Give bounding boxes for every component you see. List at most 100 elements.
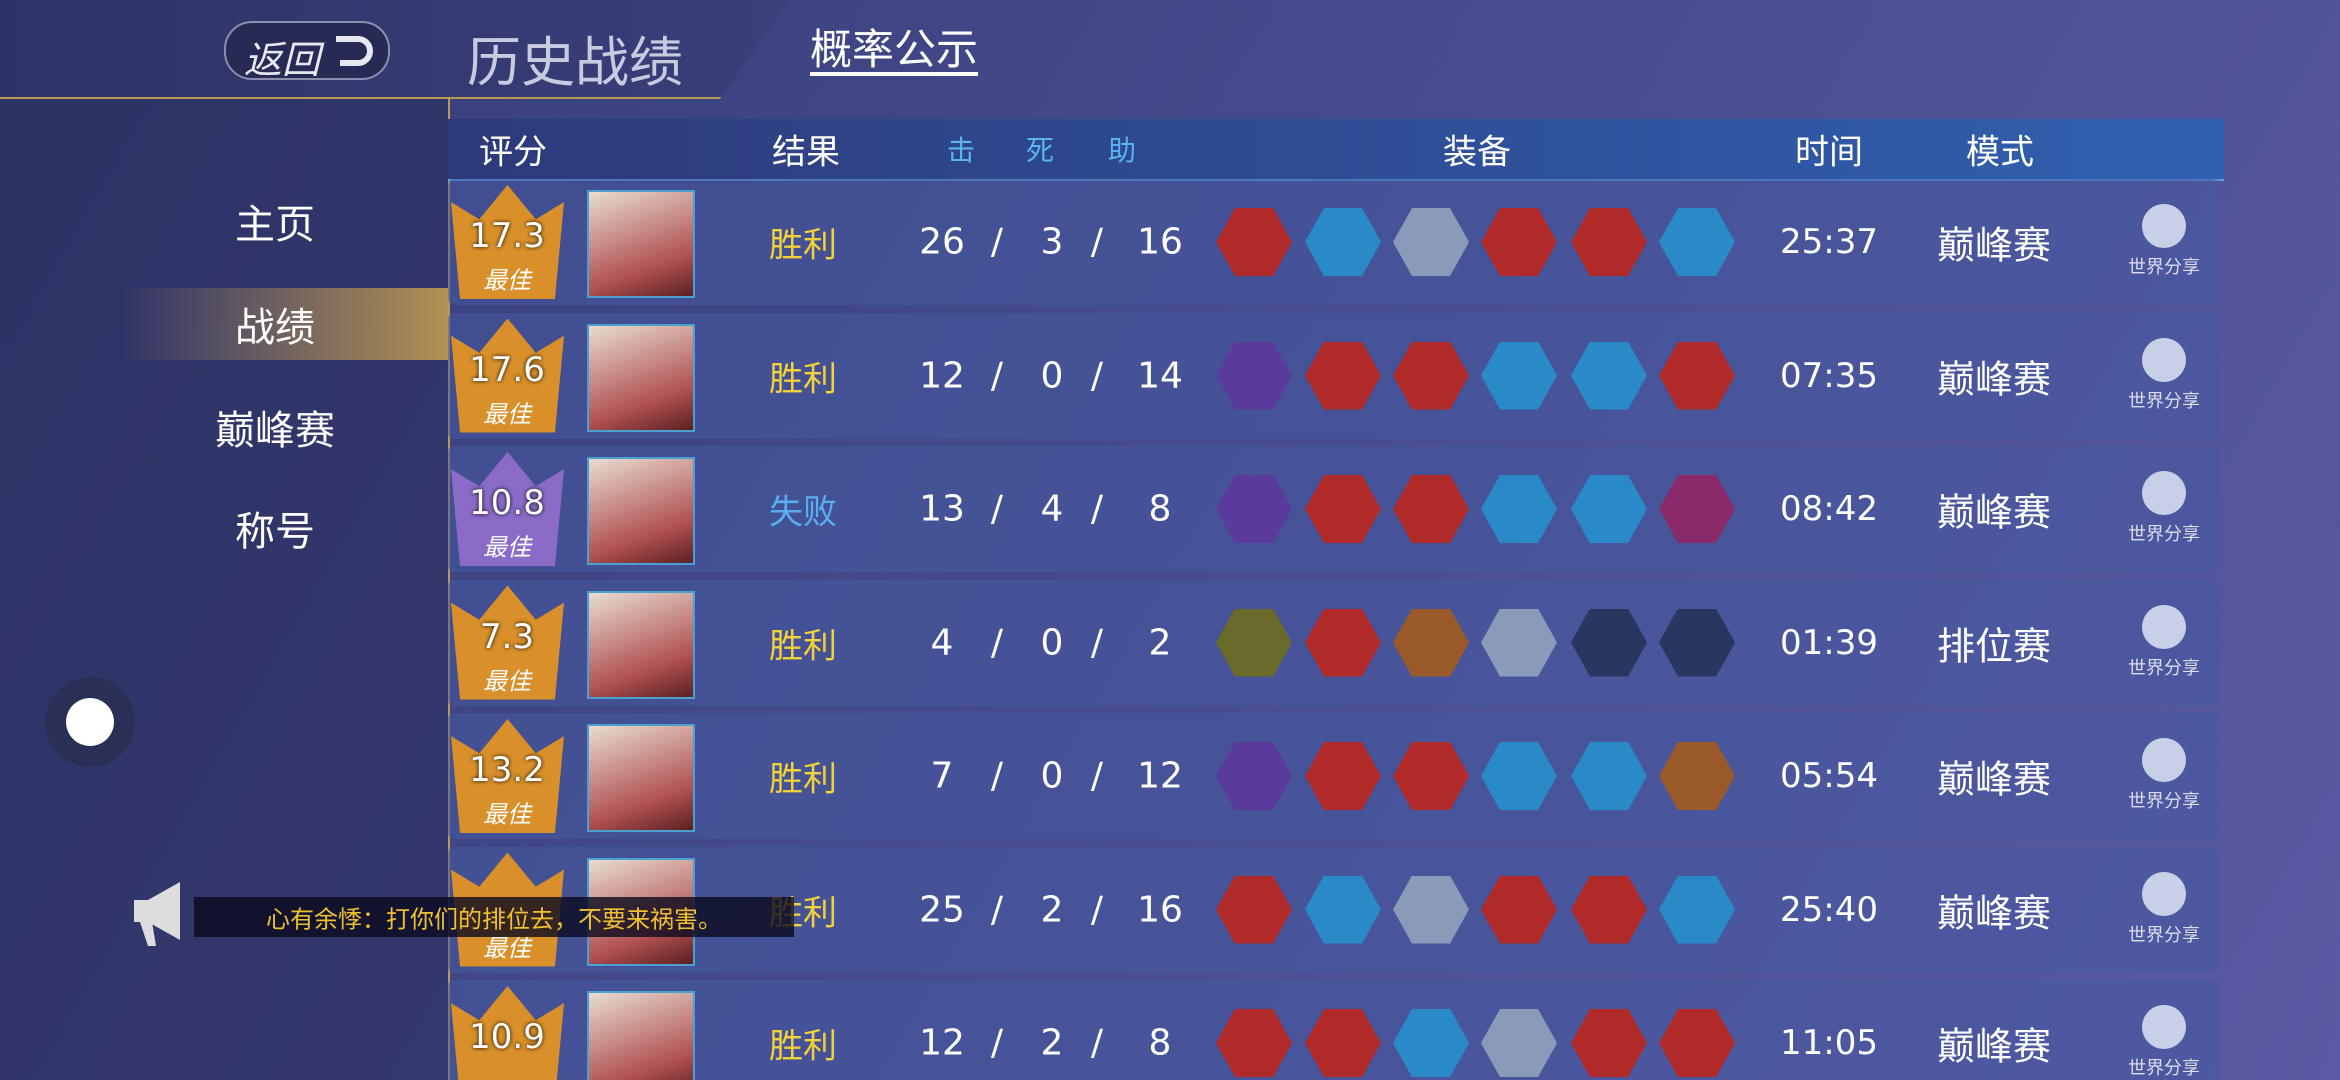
nav-item[interactable]: 主页 [235, 202, 315, 248]
result: 胜利 [769, 1026, 837, 1067]
mode: 巅峰赛 [1936, 757, 2052, 802]
kills: 12 [919, 355, 965, 396]
result: 胜利 [769, 225, 837, 266]
nav-item[interactable]: 称号 [235, 509, 315, 555]
share-icon [2142, 871, 2186, 916]
deaths: 0 [1040, 755, 1064, 797]
hero-portrait [587, 323, 695, 432]
kda-separator: / [1090, 355, 1104, 396]
hero-portrait [587, 190, 695, 298]
kda-separator: / [1090, 755, 1104, 797]
score: 7.3 [479, 616, 535, 657]
joystick-knob [66, 698, 114, 746]
score: 17.3 [469, 216, 545, 256]
best-tag: 最佳 [483, 667, 531, 695]
assists: 8 [1148, 488, 1172, 530]
kda-separator: / [1090, 488, 1104, 530]
time: 05:54 [1780, 756, 1878, 796]
tab-probability[interactable]: 概率公示 [810, 25, 979, 74]
time: 11:05 [1780, 1023, 1878, 1063]
nav-item[interactable]: 巅峰赛 [215, 408, 335, 454]
chat-banner: 心有余悸：打你们的排位去，不要来祸害。 [194, 897, 794, 937]
time: 25:37 [1780, 222, 1878, 262]
kda-separator: / [990, 488, 1004, 530]
share-label: 世界分享 [2128, 791, 2200, 812]
hero-portrait [587, 590, 695, 699]
assists: 8 [1148, 1022, 1172, 1064]
assists: 16 [1137, 889, 1183, 930]
back-button[interactable]: 返回 [224, 21, 390, 82]
kills: 26 [919, 221, 965, 263]
kda-separator: / [990, 755, 1004, 797]
score: 13.2 [469, 750, 545, 790]
deaths: 0 [1040, 355, 1064, 396]
share-button[interactable]: 世界分享 [2124, 334, 2204, 418]
best-tag: 最佳 [483, 400, 531, 428]
share-icon [2142, 471, 2186, 515]
table-header [448, 119, 2224, 181]
share-label: 世界分享 [2128, 657, 2200, 679]
megaphone-icon [134, 882, 180, 946]
mode: 巅峰赛 [1936, 1024, 2052, 1069]
kda-separator: / [990, 889, 1004, 930]
column-header: 结果 [772, 132, 840, 173]
kda-separator: / [1090, 889, 1104, 930]
share-button[interactable]: 世界分享 [2124, 467, 2204, 551]
share-label: 世界分享 [2128, 390, 2200, 412]
kda-separator: / [990, 622, 1004, 663]
assists: 14 [1137, 355, 1183, 396]
share-button[interactable]: 世界分享 [2124, 1001, 2204, 1080]
score: 10.9 [469, 1017, 545, 1057]
share-icon [2142, 204, 2186, 248]
share-label: 世界分享 [2128, 1058, 2200, 1079]
joystick[interactable] [45, 677, 135, 767]
share-label: 世界分享 [2128, 924, 2200, 946]
best-tag: 最佳 [483, 934, 531, 962]
kda-separator: / [1090, 221, 1104, 263]
share-icon [2142, 1005, 2186, 1049]
kda-separator: / [1090, 1022, 1104, 1064]
best-tag: 最佳 [483, 266, 531, 295]
deaths: 3 [1040, 221, 1064, 263]
kills: 4 [930, 622, 954, 663]
deaths: 0 [1040, 622, 1064, 663]
assists: 12 [1137, 755, 1183, 797]
kda-separator: / [990, 221, 1004, 263]
kda-separator: / [990, 355, 1004, 396]
share-icon [2142, 604, 2186, 649]
share-button[interactable]: 世界分享 [2124, 200, 2204, 284]
deaths: 2 [1040, 1022, 1064, 1064]
assists: 2 [1148, 622, 1172, 663]
nav-item[interactable]: 战绩 [235, 305, 315, 351]
share-button[interactable]: 世界分享 [2124, 734, 2204, 818]
mode: 巅峰赛 [1936, 223, 2052, 268]
column-header: 模式 [1966, 132, 2034, 173]
share-label: 世界分享 [2128, 257, 2200, 278]
mode: 巅峰赛 [1936, 891, 2052, 935]
kda-separator: / [1090, 622, 1104, 663]
time: 01:39 [1780, 622, 1878, 663]
kills: 13 [919, 488, 965, 530]
share-button[interactable]: 世界分享 [2124, 601, 2204, 685]
nav-active-band [120, 288, 448, 360]
result: 胜利 [769, 359, 837, 399]
kills: 12 [919, 1022, 965, 1064]
kda-separator: / [990, 1022, 1004, 1064]
time: 25:40 [1780, 889, 1878, 930]
assists: 16 [1137, 221, 1183, 263]
hero-portrait [587, 724, 695, 832]
score: 17.6 [469, 349, 545, 390]
column-header: 死 [1025, 134, 1055, 167]
time: 07:35 [1780, 355, 1878, 396]
mode: 巅峰赛 [1936, 357, 2052, 401]
deaths: 2 [1040, 889, 1064, 930]
share-button[interactable]: 世界分享 [2124, 868, 2204, 952]
back-icon [336, 36, 373, 66]
result: 失败 [769, 492, 837, 533]
share-label: 世界分享 [2128, 524, 2200, 545]
kills: 25 [919, 889, 965, 930]
column-header: 评分 [479, 132, 547, 173]
kills: 7 [930, 755, 954, 797]
top-bar [0, 0, 790, 99]
